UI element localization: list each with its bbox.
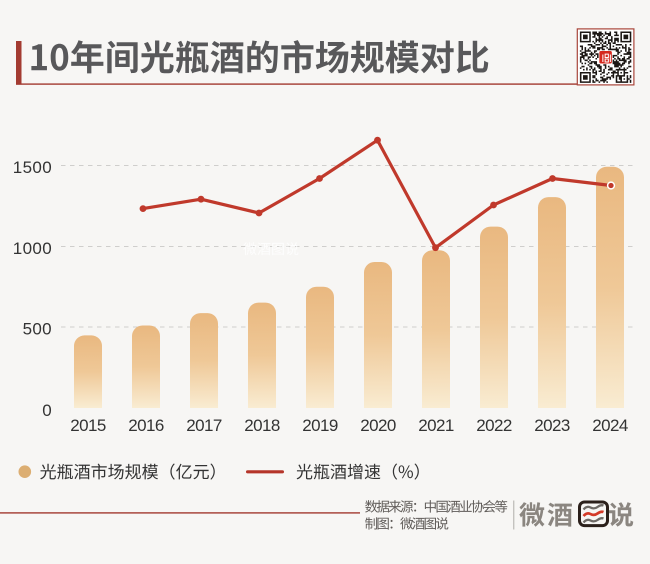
svg-text:1500: 1500 <box>13 158 52 177</box>
svg-text:2020: 2020 <box>360 416 396 435</box>
svg-text:1000: 1000 <box>13 239 52 258</box>
svg-text:2016: 2016 <box>128 416 164 435</box>
svg-text:500: 500 <box>23 319 52 338</box>
svg-text:2018: 2018 <box>244 416 280 435</box>
svg-text:0: 0 <box>42 401 52 420</box>
svg-text:2021: 2021 <box>418 416 454 435</box>
svg-text:2024: 2024 <box>592 416 628 435</box>
svg-text:2023: 2023 <box>534 416 570 435</box>
svg-text:2017: 2017 <box>186 416 222 435</box>
svg-text:2015: 2015 <box>70 416 106 435</box>
svg-text:2019: 2019 <box>302 416 338 435</box>
svg-text:2022: 2022 <box>476 416 512 435</box>
